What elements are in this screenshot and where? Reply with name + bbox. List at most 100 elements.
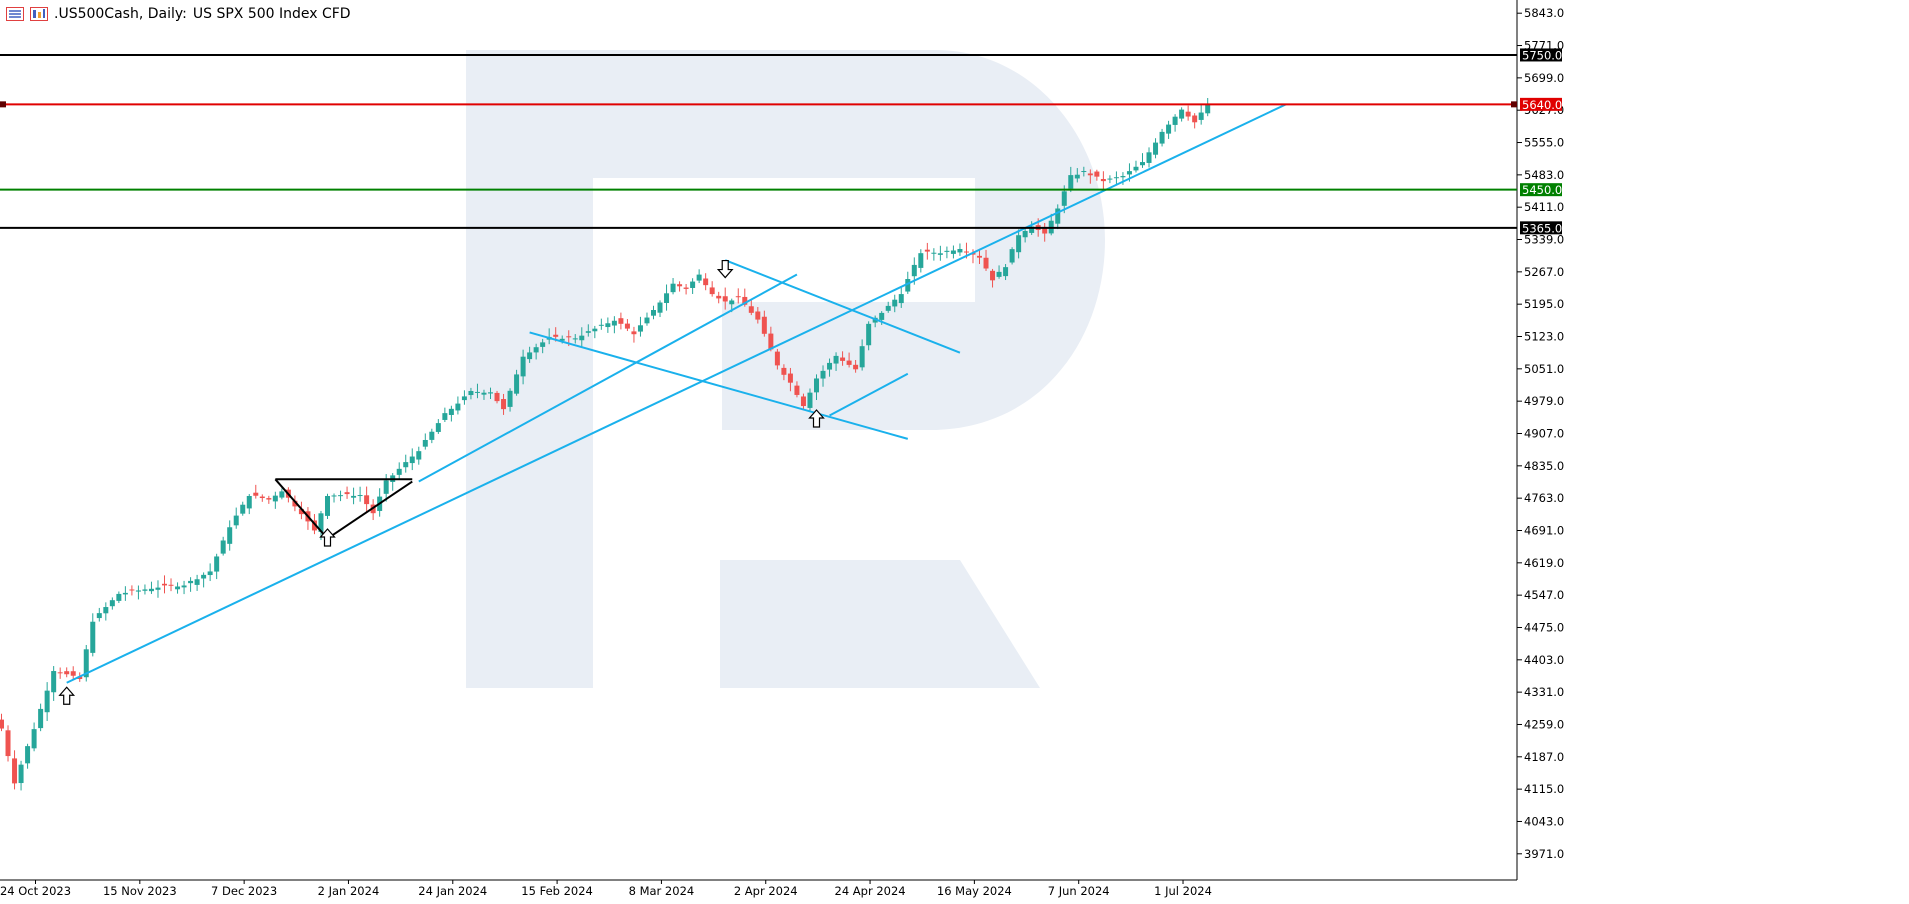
arrow-up-icon[interactable] [58,686,76,705]
bull-candle[interactable] [25,743,31,769]
bull-candle[interactable] [592,325,598,339]
bull-candle[interactable] [279,488,285,500]
bull-candle[interactable] [533,343,539,360]
bull-candle[interactable] [1068,166,1074,193]
bull-candle[interactable] [585,324,591,337]
trendline-triangle-left[interactable] [274,478,329,540]
bear-candle[interactable] [1185,105,1191,121]
bear-candle[interactable] [624,319,630,332]
bear-candle[interactable] [716,291,722,304]
bear-candle[interactable] [5,725,11,762]
bull-candle[interactable] [194,574,200,591]
bull-candle[interactable] [103,602,109,621]
bear-candle[interactable] [840,351,846,366]
bear-candle[interactable] [853,360,859,373]
trendline-triangle-base[interactable] [326,480,413,540]
bull-candle[interactable] [807,388,813,411]
bear-candle[interactable] [64,667,70,678]
bull-candle[interactable] [51,666,57,701]
bull-candle[interactable] [866,321,872,351]
bull-candle[interactable] [1074,168,1080,183]
bull-candle[interactable] [1133,160,1139,173]
bear-candle[interactable] [1087,169,1093,184]
bull-candle[interactable] [833,352,839,371]
bull-candle[interactable] [611,316,617,334]
bull-candle[interactable] [148,581,154,594]
bull-candle[interactable] [142,584,148,595]
level-handle[interactable] [1511,101,1517,108]
bull-candle[interactable] [122,586,128,601]
bull-candle[interactable] [514,369,520,396]
trendline-recovery-trend[interactable] [829,372,909,417]
bull-candle[interactable] [44,682,50,721]
chart-list-icon[interactable] [6,7,24,21]
bear-candle[interactable] [259,494,265,502]
bear-candle[interactable] [748,300,754,316]
bull-candle[interactable] [827,358,833,377]
bull-candle[interactable] [1159,128,1165,147]
bull-candle[interactable] [396,462,402,480]
arrow-up-icon[interactable] [319,528,336,547]
bull-candle[interactable] [318,510,324,541]
bull-candle[interactable] [188,577,194,592]
bull-candle[interactable] [181,580,187,595]
bear-candle[interactable] [364,486,370,513]
bull-candle[interactable] [637,316,643,337]
bear-candle[interactable] [129,585,135,596]
bull-candle[interactable] [957,243,963,256]
bull-candle[interactable] [520,349,526,385]
bear-candle[interactable] [735,288,741,304]
bull-candle[interactable] [651,305,656,320]
bull-candle[interactable] [201,572,207,588]
bull-candle[interactable] [579,327,585,347]
bull-candle[interactable] [1113,171,1119,186]
bull-candle[interactable] [272,491,278,509]
bear-candle[interactable] [709,281,715,297]
bull-candle[interactable] [390,473,396,491]
bull-candle[interactable] [455,396,461,415]
bull-candle[interactable] [572,334,578,344]
bull-candle[interactable] [325,493,330,520]
bull-candle[interactable] [468,387,474,400]
bull-candle[interactable] [885,301,891,313]
bull-candle[interactable] [892,294,898,313]
bull-candle[interactable] [90,613,96,657]
bull-candle[interactable] [950,245,956,259]
bear-candle[interactable] [344,486,350,499]
bull-candle[interactable] [474,383,480,399]
bull-candle[interactable] [351,487,357,505]
bull-candle[interactable] [1016,229,1022,259]
bear-candle[interactable] [12,750,18,790]
bull-candle[interactable] [1146,147,1152,168]
bear-candle[interactable] [253,484,259,499]
bull-candle[interactable] [690,278,696,294]
bull-candle[interactable] [944,246,950,259]
trendline-main-uptrend[interactable] [66,103,1287,684]
bull-candle[interactable] [31,722,37,752]
bear-candle[interactable] [768,326,774,352]
bear-candle[interactable] [781,364,787,381]
bull-candle[interactable] [227,520,233,551]
bear-candle[interactable] [494,390,500,404]
bull-candle[interactable] [1153,138,1159,159]
bull-candle[interactable] [605,317,611,333]
bull-candle[interactable] [1166,120,1172,139]
bear-candle[interactable] [755,307,761,324]
bear-candle[interactable] [722,287,728,310]
trendline-channel-inner[interactable] [418,273,798,483]
bull-candle[interactable] [918,249,924,273]
bull-candle[interactable] [96,607,102,622]
bull-candle[interactable] [1022,227,1028,243]
bear-candle[interactable] [677,281,683,292]
bull-candle[interactable] [403,454,409,473]
bear-candle[interactable] [774,348,780,370]
bull-candle[interactable] [931,248,937,261]
bull-candle[interactable] [657,300,663,318]
bear-candle[interactable] [292,495,298,512]
bear-candle[interactable] [846,352,852,368]
bull-candle[interactable] [214,553,220,580]
bull-candle[interactable] [331,493,337,503]
arrow-up-icon[interactable] [808,409,825,428]
bear-candle[interactable] [1094,169,1100,181]
